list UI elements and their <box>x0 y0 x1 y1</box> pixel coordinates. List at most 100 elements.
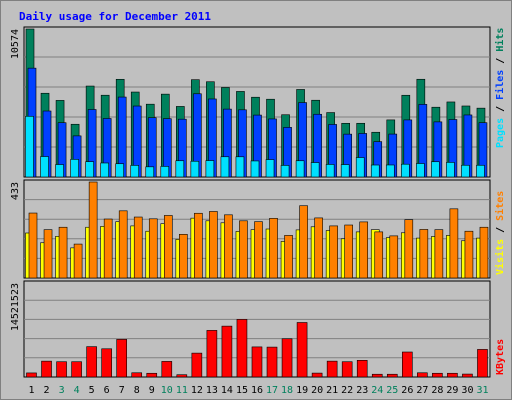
day-label-19: 19 <box>296 385 308 396</box>
day-label-28: 28 <box>431 385 443 396</box>
bar-sites-day-29 <box>449 208 459 279</box>
day-label-14: 14 <box>221 385 233 396</box>
bar-pages-day-12 <box>190 160 200 178</box>
day-label-18: 18 <box>281 385 293 396</box>
legend-entry-sites: Sites <box>494 191 506 221</box>
bar-pages-day-18 <box>280 165 290 178</box>
bar-sites-day-31 <box>479 226 489 279</box>
bar-sites-day-18 <box>284 235 293 279</box>
bar-kbytes-day-20 <box>311 372 323 378</box>
day-label-10: 10 <box>161 385 173 396</box>
day-label-29: 29 <box>446 385 458 396</box>
bar-pages-day-8 <box>130 165 140 178</box>
visits-sites-panel: 433 Visits / Sites <box>10 179 506 279</box>
bar-kbytes-day-9 <box>146 372 158 378</box>
legend-separator: / <box>495 221 506 239</box>
bar-kbytes-day-1 <box>26 372 37 378</box>
bar-sites-day-3 <box>58 226 68 279</box>
day-label-27: 27 <box>416 385 428 396</box>
bar-kbytes-day-31 <box>477 349 488 378</box>
bar-sites-day-13 <box>209 211 218 279</box>
day-label-25: 25 <box>386 385 398 396</box>
legend-entry-kbytes: KBytes <box>495 339 506 375</box>
day-label-8: 8 <box>134 385 140 396</box>
bar-kbytes-day-21 <box>326 360 338 378</box>
bar-kbytes-day-28 <box>432 372 443 378</box>
bar-sites-day-10 <box>163 215 173 279</box>
bar-kbytes-day-7 <box>116 339 127 378</box>
legend: KBytes <box>495 339 506 375</box>
bar-sites-day-19 <box>299 205 308 279</box>
legend: Visits / Sites <box>494 191 506 275</box>
bar-pages-day-6 <box>100 162 109 178</box>
day-label-23: 23 <box>356 385 368 396</box>
y-max-label: 14521523 <box>10 283 21 331</box>
day-label-13: 13 <box>206 385 218 396</box>
bar-kbytes-day-24 <box>371 373 383 378</box>
day-label-2: 2 <box>44 385 50 396</box>
bar-pages-day-4 <box>70 159 79 178</box>
bar-kbytes-day-18 <box>281 338 293 378</box>
bar-sites-day-1 <box>28 212 38 279</box>
bar-sites-day-8 <box>133 216 143 279</box>
bar-sites-day-21 <box>329 225 338 279</box>
bar-pages-day-25 <box>385 164 395 178</box>
bar-pages-day-23 <box>355 157 365 178</box>
bar-pages-day-21 <box>325 164 335 178</box>
legend-entry-pages: Pages <box>495 118 506 148</box>
bar-pages-day-15 <box>235 156 245 178</box>
bar-sites-day-22 <box>344 224 353 279</box>
bar-sites-day-23 <box>359 221 369 279</box>
bar-pages-day-3 <box>55 164 64 178</box>
y-max-label: 433 <box>10 182 21 200</box>
bar-kbytes-day-27 <box>417 372 428 378</box>
bar-sites-day-5 <box>88 181 98 279</box>
bar-pages-day-31 <box>476 164 485 178</box>
bar-sites-day-20 <box>314 217 323 279</box>
bar-sites-day-30 <box>464 230 474 279</box>
bar-sites-day-24 <box>374 231 384 279</box>
day-label-31: 31 <box>476 385 488 396</box>
bar-kbytes-day-3 <box>56 361 67 378</box>
bar-pages-day-10 <box>160 166 170 178</box>
bar-kbytes-day-8 <box>131 372 143 378</box>
bar-kbytes-day-5 <box>86 346 97 378</box>
kbytes-panel: 14521523 KBytes <box>10 280 506 378</box>
day-label-4: 4 <box>74 385 80 396</box>
day-label-9: 9 <box>149 385 155 396</box>
bar-pages-day-14 <box>220 156 230 178</box>
legend-entry-files: Files <box>494 70 506 100</box>
bar-pages-day-29 <box>446 162 455 178</box>
bar-kbytes-day-14 <box>221 325 233 378</box>
bar-pages-day-17 <box>265 159 275 178</box>
bar-sites-day-16 <box>254 221 263 279</box>
bar-pages-day-26 <box>401 163 410 178</box>
bar-pages-day-22 <box>340 164 350 178</box>
bar-sites-day-6 <box>103 218 113 279</box>
bar-kbytes-day-13 <box>206 330 218 378</box>
day-axis-labels: 1 2 3 4 5 6 7 8 9 10 11 12 13 14 15 16 17 18 19 20 21 22 23 24 2… <box>29 385 489 396</box>
bar-pages-day-2 <box>40 156 49 178</box>
bar-sites-day-7 <box>118 210 128 279</box>
bar-pages-day-19 <box>295 160 305 178</box>
day-label-7: 7 <box>119 385 125 396</box>
bar-kbytes-day-10 <box>161 361 173 378</box>
bar-sites-day-26 <box>404 219 414 279</box>
legend-entry-hits: Hits <box>494 28 506 52</box>
day-label-20: 20 <box>311 385 323 396</box>
day-label-3: 3 <box>59 385 65 396</box>
bar-kbytes-day-30 <box>462 373 473 378</box>
legend-separator: / <box>495 100 506 118</box>
day-label-11: 11 <box>176 385 188 396</box>
day-label-17: 17 <box>266 385 278 396</box>
bar-sites-day-28 <box>434 229 444 279</box>
bar-sites-day-25 <box>389 235 399 279</box>
bar-pages-day-16 <box>250 160 260 178</box>
legend-separator: / <box>495 52 506 70</box>
bar-pages-day-1 <box>25 115 34 178</box>
bar-kbytes-day-6 <box>101 348 112 378</box>
bar-pages-day-11 <box>175 160 185 178</box>
day-label-16: 16 <box>251 385 263 396</box>
day-label-26: 26 <box>401 385 413 396</box>
